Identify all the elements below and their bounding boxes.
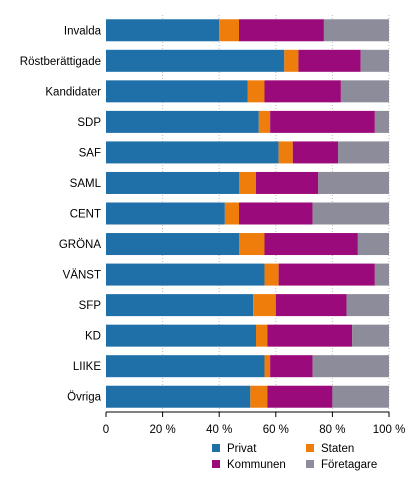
bar-segment-företagare <box>318 171 389 194</box>
bar-segment-företagare <box>338 141 389 164</box>
bars <box>106 19 389 408</box>
bar-segment-staten <box>247 80 265 103</box>
category-label: SAF <box>79 147 101 159</box>
bar-segment-företagare <box>374 110 389 133</box>
category-label: CENT <box>70 209 101 221</box>
bar-segment-kommunen <box>292 141 339 164</box>
legend-label: Privat <box>227 443 257 455</box>
bar-segment-staten <box>264 263 279 286</box>
bar-segment-staten <box>258 110 271 133</box>
bar-segment-kommunen <box>275 294 347 317</box>
legend-label: Staten <box>321 443 354 455</box>
bar-segment-staten <box>239 233 265 256</box>
legend-swatch <box>212 444 220 452</box>
bar-segment-staten <box>264 355 271 378</box>
bar-segment-privat <box>106 355 265 378</box>
bar-segment-företagare <box>352 324 389 347</box>
category-label: SFP <box>79 300 102 312</box>
x-tick-label: 100 % <box>373 424 406 436</box>
category-labels: Invalda Röstberättigade Kandidater SDP SAF SA… <box>20 25 102 403</box>
bar-segment-företagare <box>340 80 389 103</box>
bar-segment-kommunen <box>239 202 313 225</box>
category-label: SDP <box>77 117 101 129</box>
x-tick-label: 20 % <box>149 424 175 436</box>
category-label: Invalda <box>64 25 102 37</box>
bar-segment-staten <box>219 19 240 42</box>
bar-segment-kommunen <box>270 110 375 133</box>
bar-segment-privat <box>106 263 265 286</box>
bar-segment-kommunen <box>267 324 353 347</box>
bar-segment-företagare <box>312 355 389 378</box>
x-axis-ticks: 0 20 % 40 % 60 % 80 % 100 % <box>103 412 406 436</box>
bar-segment-privat <box>106 141 279 164</box>
category-label: KD <box>85 331 101 343</box>
bar-segment-privat <box>106 49 285 72</box>
bar-segment-privat <box>106 110 259 133</box>
bar-segment-kommunen <box>264 80 341 103</box>
bar-segment-kommunen <box>278 263 375 286</box>
bar-segment-privat <box>106 385 251 408</box>
bar-segment-kommunen <box>267 385 333 408</box>
bar-segment-privat <box>106 233 240 256</box>
bar-segment-privat <box>106 324 256 347</box>
x-tick-label: 0 <box>103 424 109 436</box>
bar-segment-företagare <box>360 49 389 72</box>
bar-segment-privat <box>106 202 225 225</box>
legend-swatch <box>212 460 220 468</box>
legend-swatch <box>306 460 314 468</box>
bar-segment-staten <box>224 202 240 225</box>
x-tick-label: 40 % <box>206 424 232 436</box>
category-label: SAML <box>70 178 102 190</box>
legend: Privat Staten Kommunen Företagare <box>212 443 377 471</box>
category-label: Kandidater <box>45 86 101 98</box>
bar-segment-staten <box>284 49 299 72</box>
legend-swatch <box>306 444 314 452</box>
bar-segment-företagare <box>374 263 389 286</box>
category-label: LIIKE <box>73 361 101 373</box>
bar-segment-företagare <box>346 294 389 317</box>
bar-segment-privat <box>106 294 254 317</box>
category-label: VÄNST <box>63 270 101 282</box>
bar-segment-kommunen <box>264 233 358 256</box>
bar-segment-staten <box>253 294 276 317</box>
bar-segment-företagare <box>332 385 389 408</box>
legend-label: Företagare <box>321 459 377 471</box>
bar-segment-privat <box>106 171 240 194</box>
bar-segment-privat <box>106 19 220 42</box>
bar-segment-företagare <box>323 19 389 42</box>
bar-segment-privat <box>106 80 248 103</box>
bar-segment-kommunen <box>239 19 324 42</box>
category-label: GRÖNA <box>59 239 102 251</box>
bar-segment-företagare <box>312 202 389 225</box>
legend-label: Kommunen <box>227 459 286 471</box>
bar-segment-staten <box>239 171 256 194</box>
x-tick-label: 60 % <box>263 424 289 436</box>
bar-segment-staten <box>250 385 268 408</box>
bar-segment-kommunen <box>298 49 361 72</box>
category-label: Röstberättigade <box>20 56 101 68</box>
category-label: Övriga <box>67 392 101 404</box>
x-tick-label: 80 % <box>319 424 345 436</box>
bar-segment-staten <box>255 324 268 347</box>
bar-segment-företagare <box>357 233 389 256</box>
bar-segment-kommunen <box>255 171 319 194</box>
bar-segment-kommunen <box>270 355 313 378</box>
bar-segment-staten <box>278 141 293 164</box>
